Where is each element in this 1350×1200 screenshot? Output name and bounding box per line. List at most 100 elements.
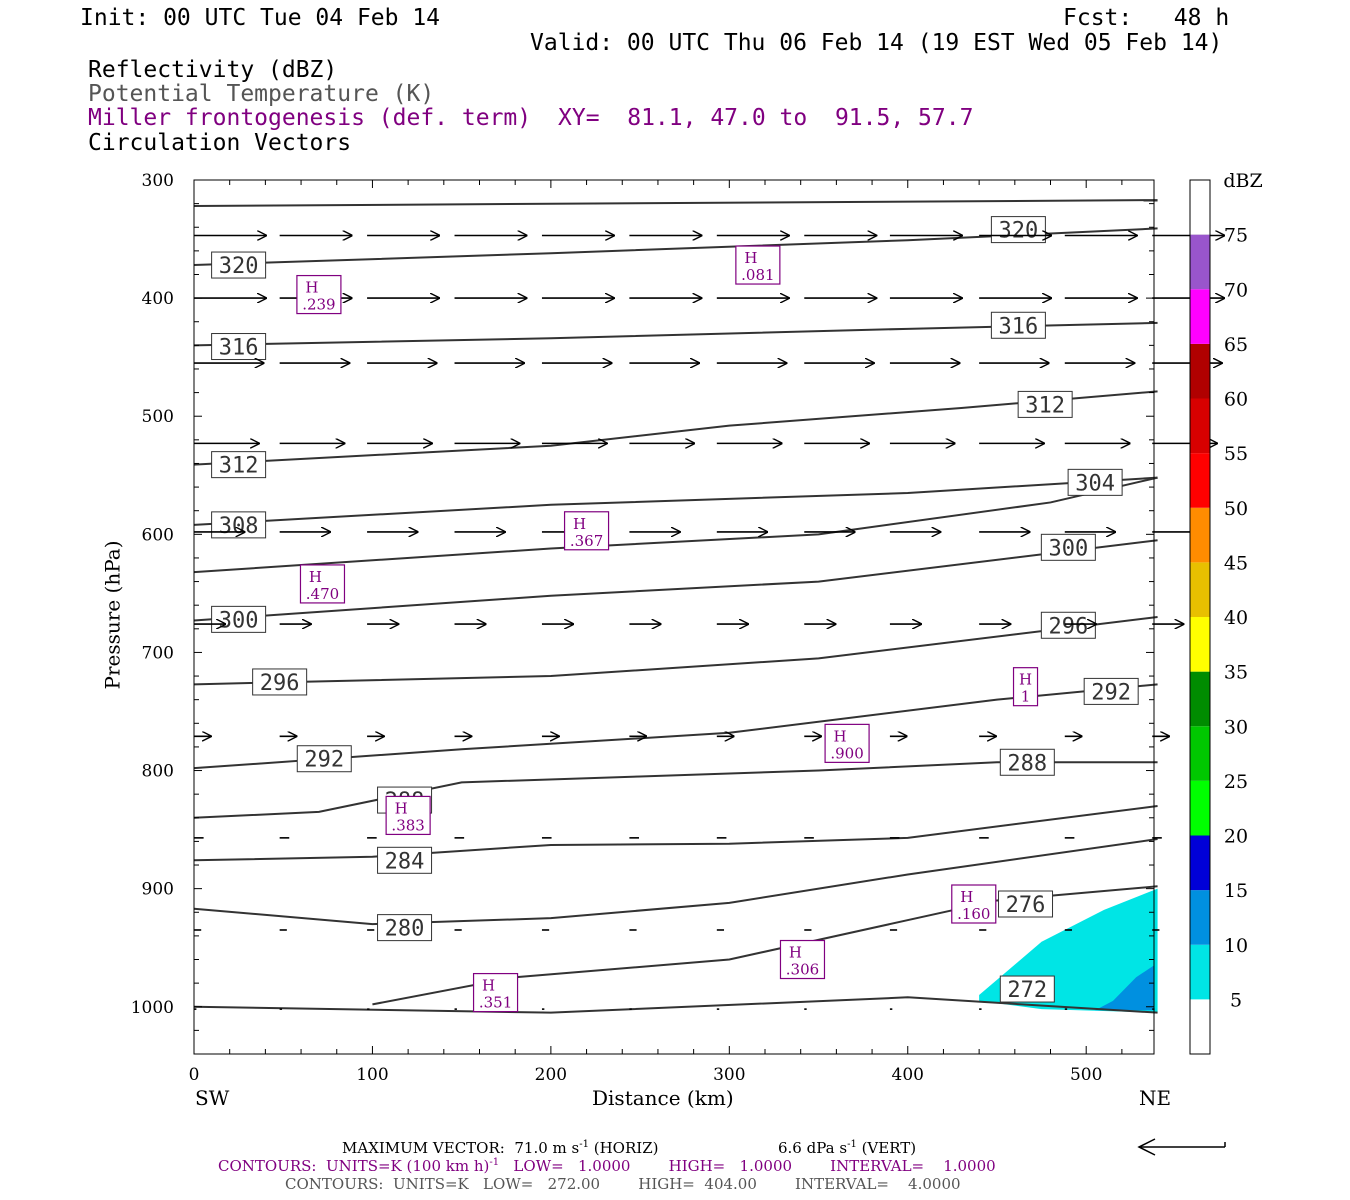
colorbar-label: 35 bbox=[1224, 662, 1248, 684]
footer-frontogenesis-contours: CONTOURS: UNITS=K (100 km h)-1 LOW= 1.00… bbox=[218, 1157, 996, 1175]
theta-label-300: 300 bbox=[1048, 536, 1088, 561]
frontogenesis-high-value: .239 bbox=[302, 296, 335, 314]
theta-label-box bbox=[377, 846, 433, 874]
colorbar-label: 30 bbox=[1224, 716, 1248, 738]
x-tick-label: 100 bbox=[356, 1065, 388, 1085]
frontogenesis-high-value: 1 bbox=[1021, 688, 1031, 706]
forecast-hour: Fcst: 48 h bbox=[1063, 5, 1230, 31]
frontogenesis-high-box bbox=[735, 245, 781, 285]
theta-contour-296 bbox=[193, 616, 1158, 686]
theta-label-276: 276 bbox=[1006, 893, 1046, 918]
axes-layer: 0 100 200 300 400 500 300 400 500 600 700 800 900 100… bbox=[131, 171, 1154, 1085]
field-potential-temperature: Potential Temperature (K) bbox=[88, 81, 435, 107]
frontogenesis-high-label: H bbox=[309, 568, 322, 586]
colorbar-label: 50 bbox=[1224, 498, 1248, 520]
colorbar-segment bbox=[1190, 453, 1210, 508]
frontogenesis-high-box bbox=[779, 939, 826, 980]
colorbar-label: 15 bbox=[1224, 880, 1248, 902]
colorbar-segment bbox=[1190, 289, 1210, 344]
theta-contour-312 bbox=[193, 390, 1158, 466]
colorbar-label: 20 bbox=[1224, 826, 1248, 848]
theta-label-320: 320 bbox=[999, 219, 1039, 244]
theta-label-296: 296 bbox=[1048, 614, 1088, 639]
colorbar-segment bbox=[1190, 234, 1210, 290]
theta-contours-layer: 320 320 316 316 312 312 308 304 300 300 296 296 292 2… bbox=[193, 199, 1158, 1014]
theta-label-304: 304 bbox=[1075, 471, 1115, 496]
x-tick-label: 200 bbox=[535, 1065, 567, 1085]
frontogenesis-high-box bbox=[296, 274, 342, 315]
y-tick-label: 800 bbox=[142, 762, 174, 782]
frontogenesis-high-label: H bbox=[573, 515, 586, 533]
theta-contour-300 bbox=[193, 539, 1158, 622]
theta-label-box bbox=[377, 914, 433, 942]
valid-time: Valid: 00 UTC Thu 06 Feb 14 (19 EST Wed … bbox=[530, 30, 1223, 56]
theta-label-box bbox=[990, 216, 1046, 244]
reflectivity-area-core bbox=[1095, 965, 1154, 1011]
colorbar-label: 70 bbox=[1224, 279, 1248, 301]
frontogenesis-high-box bbox=[951, 884, 997, 924]
frontogenesis-high-value: .470 bbox=[306, 585, 339, 603]
frontogenesis-high-label: H bbox=[834, 727, 847, 745]
colorbar-segment bbox=[1190, 617, 1210, 672]
frontogenesis-high-label: H bbox=[789, 944, 802, 962]
y-tick-label: 400 bbox=[142, 289, 174, 309]
y-tick-label: 600 bbox=[142, 525, 174, 545]
frontogenesis-high-label: H bbox=[960, 888, 973, 906]
colorbar-segment bbox=[1190, 726, 1210, 781]
theta-label-300: 300 bbox=[219, 608, 259, 633]
y-tick-label: 900 bbox=[142, 880, 174, 900]
x-tick-label: 500 bbox=[1070, 1065, 1102, 1085]
theta-label-box bbox=[211, 251, 267, 279]
theta-label-box bbox=[990, 311, 1046, 339]
x-tick-label: 0 bbox=[189, 1065, 200, 1085]
field-reflectivity: Reflectivity (dBZ) bbox=[88, 57, 338, 83]
theta-label-288: 288 bbox=[1007, 751, 1047, 776]
theta-label-box bbox=[296, 745, 352, 773]
colorbar-label: 45 bbox=[1224, 552, 1248, 574]
theta-label-box bbox=[999, 748, 1055, 776]
theta-label-320: 320 bbox=[219, 254, 259, 279]
colorbar-label: 5 bbox=[1230, 989, 1242, 1011]
theta-label-box bbox=[1067, 468, 1123, 496]
theta-label-box bbox=[211, 451, 267, 479]
theta-contour-320 bbox=[193, 199, 1158, 207]
theta-label-box bbox=[211, 333, 267, 361]
colorbar-label: 65 bbox=[1224, 334, 1248, 356]
theta-contour-288 bbox=[193, 761, 1158, 819]
colorbar-segment bbox=[1190, 999, 1210, 1054]
frontogenesis-high-value: .367 bbox=[570, 532, 603, 550]
theta-label-box bbox=[1040, 533, 1096, 561]
theta-label-312: 312 bbox=[1025, 393, 1065, 418]
theta-contour-272 bbox=[193, 996, 1158, 1014]
colorbar-label: 10 bbox=[1224, 935, 1248, 957]
frontogenesis-high-box bbox=[824, 723, 870, 763]
colorbar-title: dBZ bbox=[1223, 170, 1262, 192]
y-axis-title: Pressure (hPa) bbox=[100, 540, 125, 690]
colorbar-label: 25 bbox=[1224, 771, 1248, 793]
frontogenesis-high-box bbox=[299, 564, 346, 604]
frontogenesis-high-value: .383 bbox=[391, 816, 424, 834]
theta-label-272: 272 bbox=[1007, 978, 1047, 1003]
theta-label-box bbox=[998, 890, 1054, 918]
x-tick-label: 300 bbox=[713, 1065, 745, 1085]
init-time: Init: 00 UTC Tue 04 Feb 14 bbox=[80, 5, 441, 31]
colorbar-segment bbox=[1190, 507, 1210, 563]
reference-vector-arrow bbox=[1137, 1138, 1226, 1156]
frontogenesis-high-value: .081 bbox=[741, 266, 774, 284]
colorbar-segment bbox=[1190, 343, 1210, 399]
colorbar-segment bbox=[1190, 398, 1210, 454]
theta-label-box bbox=[1040, 611, 1096, 639]
frontogenesis-high-value: .160 bbox=[957, 905, 990, 923]
theta-contour-280 bbox=[193, 838, 1158, 926]
theta-label-box bbox=[252, 668, 308, 696]
footer-max-vector-vert: 6.6 dPa s-1 (VERT) bbox=[778, 1139, 917, 1157]
colorbar-segment bbox=[1190, 180, 1210, 235]
frontogenesis-high-box bbox=[1012, 667, 1039, 707]
colorbar-segment bbox=[1190, 890, 1210, 945]
x-axis-right-end: NE bbox=[1139, 1086, 1172, 1110]
field-frontogenesis: Miller frontogenesis (def. term) bbox=[88, 105, 532, 131]
colorbar-segment bbox=[1190, 944, 1210, 1000]
plot-frame bbox=[193, 179, 1155, 1055]
colorbar: 5 10 15 20 25 30 35 40 45 50 55 60 65 70 75 dBZ bbox=[1189, 170, 1263, 1055]
colorbar-label: 40 bbox=[1224, 607, 1248, 629]
